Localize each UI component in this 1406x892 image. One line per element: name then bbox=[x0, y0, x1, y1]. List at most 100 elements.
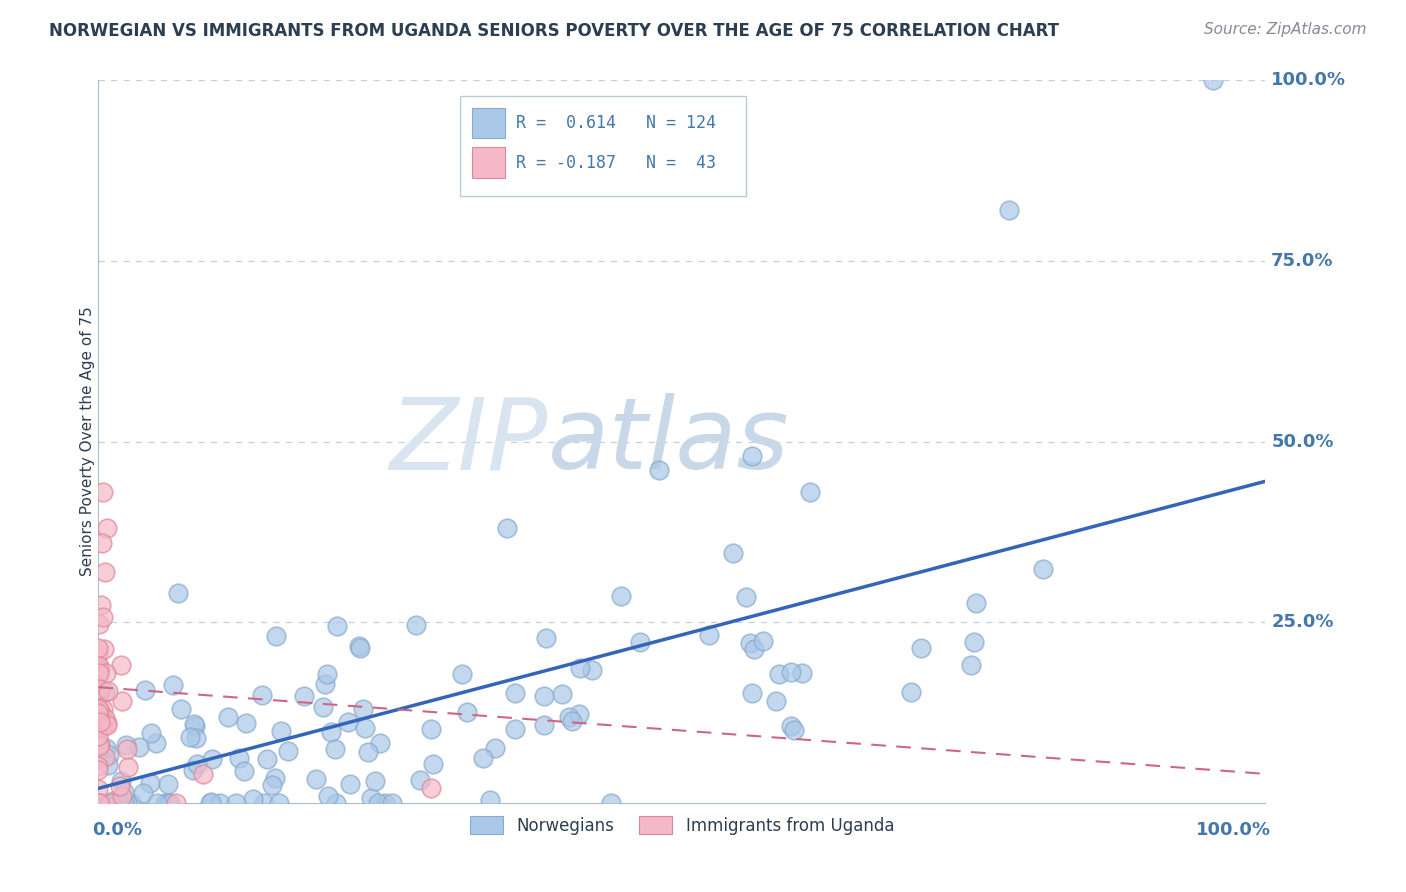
Point bbox=[186, 731, 208, 746]
Point bbox=[87, 796, 110, 810]
Point bbox=[87, 659, 110, 673]
Point bbox=[105, 796, 128, 810]
Point bbox=[89, 720, 111, 734]
Point bbox=[186, 757, 208, 772]
Point bbox=[94, 565, 117, 579]
Point bbox=[349, 641, 371, 656]
Point bbox=[159, 796, 181, 810]
Point bbox=[267, 796, 290, 810]
Point bbox=[208, 796, 231, 810]
Point bbox=[551, 687, 574, 701]
Point bbox=[503, 722, 526, 736]
FancyBboxPatch shape bbox=[472, 147, 505, 178]
Point bbox=[115, 796, 138, 810]
Point bbox=[647, 463, 669, 477]
Point bbox=[179, 730, 201, 744]
Point bbox=[353, 721, 375, 735]
Point bbox=[104, 796, 127, 810]
Point bbox=[292, 689, 315, 703]
Point bbox=[110, 779, 132, 793]
Point bbox=[90, 720, 112, 734]
Point bbox=[233, 764, 256, 778]
Point bbox=[146, 796, 169, 810]
Point bbox=[752, 634, 775, 648]
Point bbox=[765, 694, 787, 708]
Point bbox=[198, 796, 221, 810]
Point bbox=[87, 759, 110, 773]
Point bbox=[364, 773, 387, 788]
Point bbox=[319, 725, 342, 739]
Point bbox=[87, 763, 110, 777]
Point bbox=[326, 619, 349, 633]
Point bbox=[165, 796, 187, 810]
Point bbox=[91, 609, 114, 624]
Point bbox=[112, 796, 135, 810]
Point bbox=[721, 546, 744, 560]
Point bbox=[111, 694, 134, 708]
Point bbox=[352, 702, 374, 716]
Text: 50.0%: 50.0% bbox=[1271, 433, 1334, 450]
Point bbox=[170, 702, 193, 716]
Point bbox=[264, 629, 287, 643]
Point bbox=[89, 715, 111, 730]
Point bbox=[201, 752, 224, 766]
Point bbox=[568, 706, 591, 721]
Text: ZIP: ZIP bbox=[389, 393, 548, 490]
Point bbox=[93, 641, 115, 656]
Point bbox=[217, 710, 239, 724]
Point bbox=[94, 711, 117, 725]
Text: 0.0%: 0.0% bbox=[93, 821, 142, 838]
Point bbox=[323, 742, 346, 756]
Text: Source: ZipAtlas.com: Source: ZipAtlas.com bbox=[1204, 22, 1367, 37]
Point bbox=[783, 723, 806, 738]
Point bbox=[96, 716, 118, 731]
Point bbox=[134, 683, 156, 698]
Point bbox=[235, 716, 257, 731]
Point bbox=[110, 658, 132, 673]
Point bbox=[357, 745, 380, 759]
Point bbox=[742, 642, 765, 657]
Point bbox=[87, 640, 110, 655]
Point bbox=[87, 739, 110, 754]
Point bbox=[561, 714, 583, 728]
Point bbox=[167, 586, 190, 600]
Point bbox=[277, 744, 299, 758]
Point bbox=[599, 796, 621, 810]
Point bbox=[997, 203, 1019, 218]
Point bbox=[337, 714, 360, 729]
Point bbox=[90, 796, 112, 810]
Point bbox=[304, 772, 326, 786]
Point bbox=[132, 786, 155, 800]
Point bbox=[374, 796, 396, 810]
Point bbox=[87, 781, 110, 796]
Point bbox=[450, 667, 472, 681]
Point bbox=[94, 750, 117, 764]
Point bbox=[228, 751, 250, 765]
Point bbox=[779, 665, 801, 679]
Point bbox=[155, 796, 177, 810]
Point bbox=[422, 756, 444, 771]
Point bbox=[184, 719, 207, 733]
Point bbox=[734, 590, 756, 604]
Point bbox=[910, 640, 932, 655]
Point bbox=[962, 635, 984, 649]
Point bbox=[162, 678, 184, 692]
Point bbox=[96, 521, 118, 535]
Point bbox=[115, 739, 138, 753]
Point bbox=[120, 796, 142, 810]
Text: R =  0.614   N = 124: R = 0.614 N = 124 bbox=[516, 114, 716, 132]
Point bbox=[87, 648, 110, 662]
Point bbox=[117, 760, 139, 774]
Point bbox=[312, 699, 335, 714]
Point bbox=[1032, 562, 1054, 576]
Point bbox=[256, 752, 278, 766]
Point bbox=[405, 618, 427, 632]
Point bbox=[87, 663, 110, 677]
Point bbox=[360, 791, 382, 805]
Point bbox=[103, 794, 125, 808]
Point bbox=[250, 688, 273, 702]
Point bbox=[97, 757, 120, 772]
Point bbox=[368, 736, 391, 750]
Point bbox=[409, 772, 432, 787]
Point bbox=[183, 716, 205, 731]
